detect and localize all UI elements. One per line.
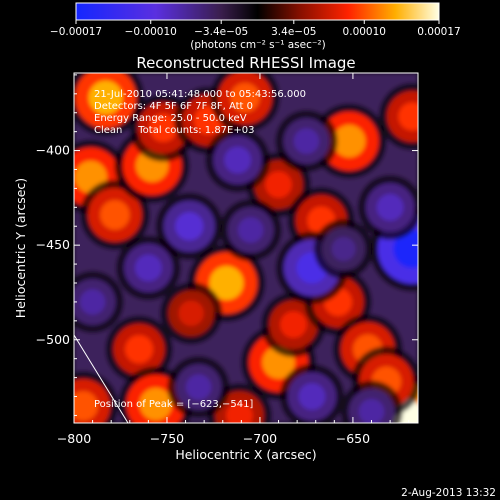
y-axis-label: Heliocentric Y (arcsec) [13,178,28,318]
emission-core [79,289,106,315]
emission-core [393,229,418,269]
emission-core [230,82,260,113]
colorbar-ticks: −0.00017 −0.00010 −3.4e−05 3.4e−05 0.00010 0.… [50,20,461,38]
image-area [73,72,419,424]
observation-annotations: 21-Jul-2010 05:41:48.000 to 05:43:56.000… [94,89,306,410]
colorbar-unit-label: (photons cm⁻² s⁻¹ asec⁻²) [190,39,325,51]
render-timestamp: 2-Aug-2013 13:32 [401,487,496,499]
y-tick-label: −400 [36,143,70,158]
emission-core [237,217,264,243]
emission-core [332,124,366,158]
colorbar-tick-label: 0.00010 [343,26,386,38]
emission-core [134,254,162,282]
emission-core [100,200,130,230]
x-tick-label: −800 [57,431,91,446]
emission-core [88,80,123,115]
emission-core [149,113,178,142]
emission-core [74,391,99,421]
emission-core [139,387,173,421]
emission-core [224,146,252,174]
emission-core [209,266,244,300]
y-tick-label: −500 [36,332,70,347]
annotation-clean-counts: Clean Total counts: 1.87E+03 [94,125,254,136]
emission-core [124,335,154,364]
colorbar-tick-label: −0.00010 [125,26,177,38]
colorbar-tick-label: −0.00017 [50,26,102,38]
annotation-time-range: 21-Jul-2010 05:41:48.000 to 05:43:56.000 [94,89,306,100]
colorbar-tick-label: 3.4e−05 [271,26,316,38]
annotation-detectors: Detectors: 4F 5F 6F 7F 8F, Att 0 [94,101,253,112]
annotation-energy-range: Energy Range: 25.0 - 50.0 keV [94,113,247,124]
chart-title: Reconstructed RHESSI Image [136,54,355,72]
emission-map [74,73,418,423]
colorbar-gradient [75,2,440,21]
limb-line [74,334,129,423]
y-tick-label: −450 [36,237,70,252]
emission-core [265,171,292,199]
emission-core [358,398,385,423]
x-axis-ticks: −800 −750 −700 −650 [57,73,410,446]
emission-core [398,102,418,131]
emission-core [226,402,253,423]
x-tick-label: −750 [150,431,184,446]
emission-core [293,128,320,154]
x-tick-label: −700 [243,431,277,446]
emission-core [175,212,204,241]
emission-core [178,300,204,326]
emission-core [280,311,307,339]
emission-core [298,383,326,410]
x-tick-label: −650 [336,431,370,446]
peak-position-label: Position of Peak = [−623,−541] [94,399,253,410]
colorbar-tick-label: 0.00017 [417,26,460,38]
x-axis-label: Heliocentric X (arcsec) [175,447,316,462]
colorbar-tick-label: −3.4e−05 [194,26,248,38]
y-axis-ticks: −400 −450 −500 [36,74,418,416]
emission-core [331,236,356,261]
colorbar: −0.00017 −0.00010 −3.4e−05 3.4e−05 0.00010 0.… [50,2,461,51]
emission-core [185,374,212,400]
plot-frame [73,72,419,424]
emission-core [376,193,404,221]
